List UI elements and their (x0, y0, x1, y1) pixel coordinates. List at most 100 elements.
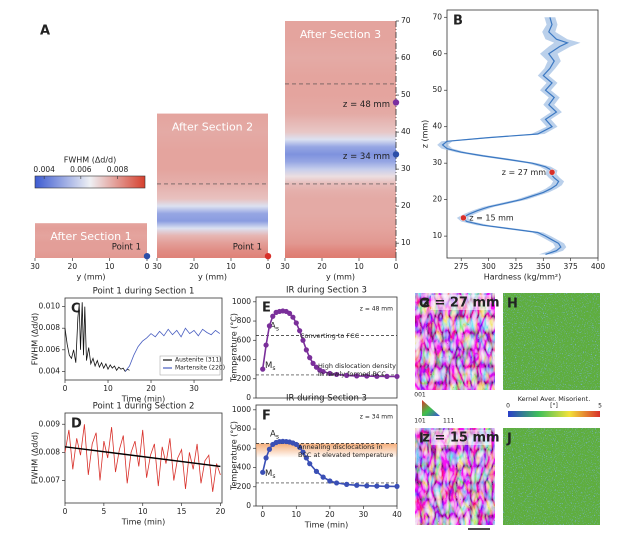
measurement-point (392, 99, 400, 106)
series-line (64, 424, 221, 492)
panel-label: B (453, 14, 463, 29)
series-marker (333, 371, 340, 378)
ipf-label: 111 (443, 418, 455, 425)
x-tick-label: 10 (138, 507, 148, 516)
panel-label: H (507, 297, 518, 312)
x-tick-label: 30 (152, 262, 162, 271)
panel-label: I (419, 432, 424, 447)
level-label: As (270, 429, 279, 440)
x-tick-label: 0 (266, 262, 271, 271)
y-tick-label: 200 (237, 374, 252, 383)
level-label: Ms (265, 468, 275, 479)
level-sub: s (276, 433, 279, 440)
hardness-marker (548, 169, 556, 176)
series-marker (374, 373, 380, 379)
x-tick-label: 40 (392, 510, 402, 519)
y-axis-label: Temperature (°C) (230, 421, 239, 491)
x-tick-label: 10 (292, 510, 302, 519)
series-marker (260, 366, 266, 372)
kam-tick-label: 0 (506, 403, 510, 410)
panel-label: J (506, 432, 512, 447)
x-axis-label: Time (min) (304, 521, 348, 530)
kam-tick-label: 5 (598, 403, 602, 410)
y-tick-label: 0.004 (39, 366, 61, 375)
x-tick-label: 10 (103, 384, 113, 393)
level-main: M (265, 468, 272, 478)
map-caption: z = 27 mm (422, 296, 499, 311)
x-tick-label: 10 (354, 262, 364, 271)
chart-title: Point 1 during Section 2 (93, 402, 195, 412)
y-tick-label: 0.006 (39, 345, 61, 354)
series-marker (303, 347, 309, 353)
x-tick-label: 10 (105, 262, 115, 271)
series-marker (364, 483, 370, 489)
plot-frame (64, 297, 223, 381)
z-tick-label: 60 (401, 53, 411, 62)
chart-title: IR during Section 3 (286, 286, 367, 296)
series-marker (354, 373, 360, 379)
panel-label: G (419, 297, 430, 312)
x-axis-label: Hardness (kg/mm²) (484, 273, 561, 282)
marker-label: z = 27 mm (502, 168, 547, 177)
point-label: Point 1 (112, 243, 141, 253)
kam-label: Kernel Aver. Misorient. (518, 395, 591, 403)
y-tick-label: 40 (432, 122, 442, 131)
legend-label: Martensite (220) (175, 365, 225, 372)
level-sub: s (272, 472, 275, 479)
point-label: Point 1 (233, 243, 262, 253)
series-marker (310, 360, 316, 366)
colorbar-tick-label: 0.006 (70, 165, 92, 174)
map-caption: z = 15 mm (422, 431, 499, 446)
section-map (285, 21, 396, 258)
series-marker (394, 373, 400, 380)
series-marker (263, 342, 269, 348)
z-tick-label: 40 (401, 127, 411, 136)
y-tick-label: 30 (432, 158, 442, 167)
panel-label: E (262, 301, 271, 316)
x-tick-label: 375 (563, 262, 578, 271)
y-tick-label: 0.010 (39, 302, 61, 311)
kam-colorbar (508, 411, 600, 417)
series-marker (384, 373, 390, 379)
x-tick-label: 20 (216, 507, 226, 516)
series-marker (344, 372, 350, 378)
series-line (64, 302, 130, 373)
caption-bg (431, 295, 491, 310)
series-marker (260, 469, 266, 475)
series-marker (266, 323, 273, 329)
kam-map (503, 428, 600, 525)
level-main: A (270, 321, 276, 331)
plot-frame (64, 412, 223, 504)
x-tick-label: 30 (189, 384, 199, 393)
series-marker (286, 310, 293, 316)
y-axis-label: FWHM (Δd/d) (31, 432, 40, 485)
y-tick-label: 60 (432, 49, 442, 58)
chart-subtitle: z = 34 mm (360, 414, 393, 421)
x-tick-label: 325 (509, 262, 524, 271)
hardness-marker (460, 214, 467, 222)
series-marker (344, 481, 350, 487)
section-title: After Section 2 (172, 121, 253, 134)
kam-unit: [°] (550, 403, 558, 410)
x-tick-label: 20 (68, 262, 78, 271)
x-axis-label: y (mm) (198, 273, 227, 282)
x-axis-label: Time (min) (121, 518, 165, 527)
z-tick-label: 70 (401, 16, 411, 25)
trend-line (64, 446, 221, 468)
level-main: A (270, 429, 276, 439)
chart-subtitle: z = 48 mm (360, 306, 393, 313)
y-tick-label: 0.009 (39, 419, 61, 428)
y-tick-label: 0.008 (39, 447, 61, 456)
annotation: BCC at elevated temperature (298, 451, 393, 459)
annotation: in newly formed BCC (318, 370, 386, 378)
y-tick-label: 1000 (232, 405, 251, 414)
annotation: High dislocation density (318, 362, 396, 370)
series-marker (394, 483, 400, 489)
colorbar-tick-label: 0.004 (33, 165, 55, 174)
x-tick-label: 400 (591, 262, 606, 271)
x-tick-label: 350 (536, 262, 551, 271)
colorbar-tick-label: 0.008 (107, 165, 129, 174)
series-marker (300, 337, 306, 343)
x-tick-label: 30 (280, 262, 290, 271)
